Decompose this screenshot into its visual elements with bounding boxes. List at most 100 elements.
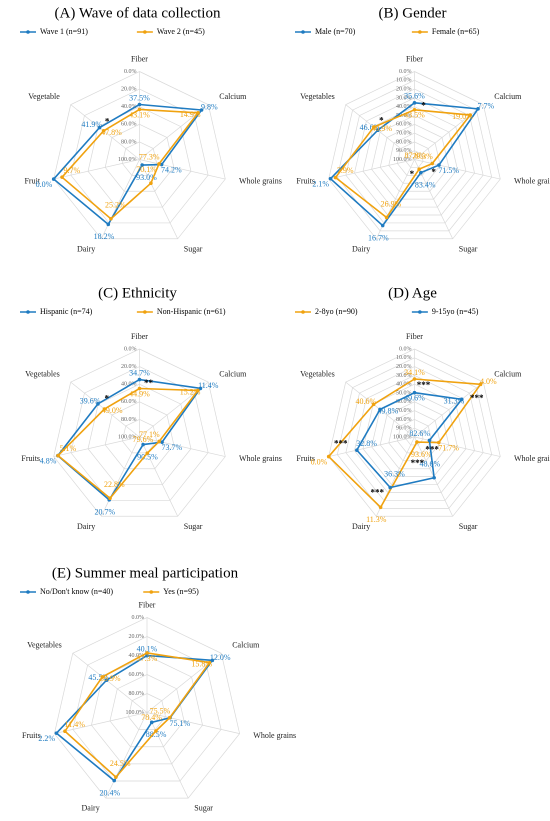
data-point — [102, 407, 107, 411]
grid-line — [104, 123, 175, 192]
chart-title: (D) Age — [388, 285, 437, 301]
data-label: 18.2% — [94, 232, 115, 241]
data-label: 41.9% — [81, 120, 102, 129]
grid-line — [371, 392, 458, 477]
significance-marker: * — [421, 100, 426, 110]
data-point — [56, 453, 60, 458]
legend-label: Wave 1 (n=91) — [40, 27, 88, 36]
grid-line — [345, 366, 484, 501]
data-point — [108, 496, 112, 501]
r-tick-label: 50.0% — [396, 113, 412, 119]
data-point — [412, 377, 417, 381]
significance-marker: *** — [417, 380, 431, 390]
spoke — [139, 436, 178, 517]
data-point — [333, 175, 338, 180]
category-label: Fruit — [24, 177, 40, 186]
category-label: Fiber — [139, 600, 156, 609]
significance-marker: *** — [371, 488, 385, 498]
spoke — [328, 159, 415, 180]
category-label: Dairy — [77, 522, 95, 531]
spoke — [53, 436, 140, 457]
grid-line — [362, 106, 467, 208]
grid-line — [379, 123, 450, 192]
spoke — [146, 712, 240, 734]
data-label: 83.4% — [415, 180, 436, 189]
data-point — [430, 161, 435, 166]
spoke — [414, 381, 484, 438]
category-label: Vegetables — [27, 641, 62, 650]
data-label: 12.0% — [210, 653, 231, 662]
grid-line — [70, 88, 209, 224]
data-point — [371, 402, 376, 407]
significance-marker: * — [379, 116, 384, 126]
category-label: Dairy — [77, 244, 95, 253]
data-point — [154, 729, 158, 733]
r-tick-label: 20.0% — [396, 364, 412, 370]
significance-marker: *** — [425, 444, 439, 454]
r-tick-label: 80.0% — [121, 139, 137, 145]
data-label: 20.7% — [95, 508, 116, 517]
data-point — [378, 505, 383, 510]
data-label: 74.2% — [161, 166, 182, 175]
legend-label: 2-8yo (n=90) — [315, 307, 358, 316]
category-label: Whole grains — [239, 454, 282, 463]
spoke — [139, 436, 226, 457]
data-label: 34.7% — [129, 368, 150, 377]
series-line — [56, 387, 200, 500]
data-point — [51, 177, 56, 181]
series-line — [55, 654, 214, 782]
chart-title: (A) Wave of data collection — [55, 5, 221, 21]
data-label: 49.8% — [377, 407, 398, 416]
category-label: Sugar — [459, 522, 478, 531]
data-label: 9.8% — [201, 103, 218, 112]
data-point — [355, 448, 359, 452]
data-point — [101, 129, 106, 133]
grid-line — [53, 71, 226, 240]
grid-line — [354, 97, 475, 216]
data-point — [415, 440, 419, 444]
data-label: 19.0% — [452, 112, 473, 121]
r-tick-label: 0.0% — [124, 346, 137, 352]
data-point — [137, 102, 142, 107]
data-point — [432, 475, 436, 480]
data-label: 11.3% — [366, 515, 387, 524]
data-point — [137, 107, 142, 112]
spoke — [328, 436, 415, 457]
spoke — [105, 712, 148, 799]
series-line — [56, 378, 202, 502]
data-label: 43.1% — [129, 110, 150, 119]
significance-marker: * — [410, 169, 415, 179]
r-tick-label: 40.0% — [121, 382, 137, 388]
data-label: 34.1% — [404, 368, 425, 377]
legend-label: Female (n=65) — [432, 27, 480, 36]
data-point — [114, 775, 118, 779]
r-tick-label: 100.0% — [393, 434, 412, 440]
data-point — [378, 407, 382, 412]
data-label: 78.4% — [141, 713, 162, 722]
r-tick-label: 60.0% — [396, 122, 412, 128]
data-label: 22.8% — [104, 480, 125, 489]
spoke — [414, 159, 501, 180]
r-tick-label: 0.0% — [399, 346, 412, 352]
data-label: 39.9% — [100, 674, 121, 683]
grid-line — [53, 348, 226, 517]
r-tick-label: 40.0% — [396, 382, 412, 388]
category-label: Dairy — [352, 244, 370, 253]
legend-marker — [26, 30, 30, 34]
series-line — [52, 103, 204, 226]
data-point — [384, 215, 389, 220]
r-tick-label: 80.0% — [129, 691, 145, 697]
r-tick-label: 80.0% — [396, 417, 412, 423]
data-label: 73.7% — [161, 443, 182, 452]
data-point — [137, 386, 142, 391]
grid-line — [388, 410, 441, 462]
category-label: Calcium — [494, 369, 522, 378]
significance-marker: *** — [470, 393, 484, 403]
r-tick-label: 100.0% — [118, 157, 137, 163]
grid-line — [379, 401, 450, 470]
data-label: 35.6% — [404, 92, 425, 101]
r-tick-label: 30.0% — [396, 373, 412, 379]
data-label: 48.6% — [419, 460, 440, 469]
data-point — [149, 181, 153, 186]
data-point — [380, 223, 385, 228]
